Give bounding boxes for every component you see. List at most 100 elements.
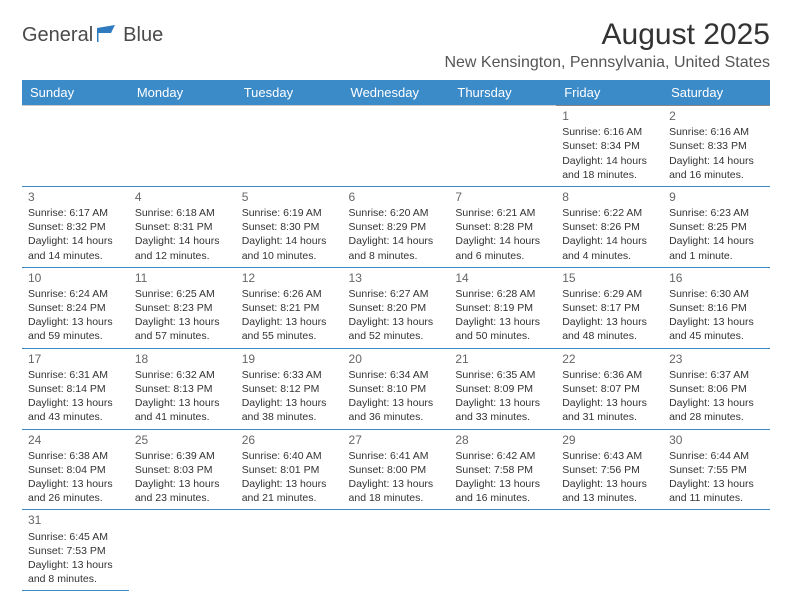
sunrise-text: Sunrise: 6:35 AM [455, 368, 550, 382]
day-cell: 26Sunrise: 6:40 AMSunset: 8:01 PMDayligh… [236, 429, 343, 510]
daylight-text: Daylight: 13 hours [562, 477, 657, 491]
day-cell: 12Sunrise: 6:26 AMSunset: 8:21 PMDayligh… [236, 267, 343, 348]
day-number: 4 [135, 189, 230, 205]
daylight-text: Daylight: 13 hours [242, 396, 337, 410]
day-cell [343, 106, 450, 187]
daylight-text: and 8 minutes. [349, 249, 444, 263]
sunset-text: Sunset: 8:17 PM [562, 301, 657, 315]
calendar-body: 1Sunrise: 6:16 AMSunset: 8:34 PMDaylight… [22, 106, 770, 591]
day-cell [236, 510, 343, 591]
day-cell: 3Sunrise: 6:17 AMSunset: 8:32 PMDaylight… [22, 186, 129, 267]
daylight-text: and 1 minute. [669, 249, 764, 263]
sunset-text: Sunset: 7:53 PM [28, 544, 123, 558]
day-cell [129, 510, 236, 591]
day-cell [663, 510, 770, 591]
week-row: 17Sunrise: 6:31 AMSunset: 8:14 PMDayligh… [22, 348, 770, 429]
sunrise-text: Sunrise: 6:38 AM [28, 449, 123, 463]
sunrise-text: Sunrise: 6:33 AM [242, 368, 337, 382]
sunrise-text: Sunrise: 6:32 AM [135, 368, 230, 382]
day-cell: 10Sunrise: 6:24 AMSunset: 8:24 PMDayligh… [22, 267, 129, 348]
daylight-text: and 38 minutes. [242, 410, 337, 424]
sunset-text: Sunset: 8:31 PM [135, 220, 230, 234]
sunset-text: Sunset: 8:14 PM [28, 382, 123, 396]
sunrise-text: Sunrise: 6:30 AM [669, 287, 764, 301]
day-cell [129, 106, 236, 187]
daylight-text: and 16 minutes. [455, 491, 550, 505]
day-number: 22 [562, 351, 657, 367]
daylight-text: Daylight: 13 hours [349, 477, 444, 491]
day-number: 24 [28, 432, 123, 448]
col-saturday: Saturday [663, 80, 770, 106]
week-row: 3Sunrise: 6:17 AMSunset: 8:32 PMDaylight… [22, 186, 770, 267]
day-cell: 2Sunrise: 6:16 AMSunset: 8:33 PMDaylight… [663, 106, 770, 187]
daylight-text: Daylight: 13 hours [28, 558, 123, 572]
sunrise-text: Sunrise: 6:26 AM [242, 287, 337, 301]
day-number: 12 [242, 270, 337, 286]
day-number: 20 [349, 351, 444, 367]
daylight-text: and 33 minutes. [455, 410, 550, 424]
week-row: 24Sunrise: 6:38 AMSunset: 8:04 PM Dayligh… [22, 429, 770, 510]
day-cell: 28Sunrise: 6:42 AMSunset: 7:58 PMDayligh… [449, 429, 556, 510]
daylight-text: Daylight: 13 hours [562, 315, 657, 329]
sunrise-text: Sunrise: 6:34 AM [349, 368, 444, 382]
day-cell: 22Sunrise: 6:36 AMSunset: 8:07 PMDayligh… [556, 348, 663, 429]
day-number: 2 [669, 108, 764, 124]
day-cell: 23Sunrise: 6:37 AMSunset: 8:06 PMDayligh… [663, 348, 770, 429]
daylight-text: and 50 minutes. [455, 329, 550, 343]
day-number: 29 [562, 432, 657, 448]
sunset-text: Sunset: 8:33 PM [669, 139, 764, 153]
day-cell: 14Sunrise: 6:28 AMSunset: 8:19 PMDayligh… [449, 267, 556, 348]
day-number: 7 [455, 189, 550, 205]
day-cell: 24Sunrise: 6:38 AMSunset: 8:04 PMDayligh… [22, 429, 129, 510]
flag-icon [97, 24, 121, 47]
day-cell: 18Sunrise: 6:32 AMSunset: 8:13 PMDayligh… [129, 348, 236, 429]
sunset-text: Sunset: 8:25 PM [669, 220, 764, 234]
daylight-text: and 41 minutes. [135, 410, 230, 424]
sunset-text: Sunset: 8:04 PM [28, 463, 123, 477]
day-cell: 29Sunrise: 6:43 AMSunset: 7:56 PMDayligh… [556, 429, 663, 510]
daylight-text: Daylight: 13 hours [455, 315, 550, 329]
daylight-text: and 28 minutes. [669, 410, 764, 424]
day-cell: 15Sunrise: 6:29 AMSunset: 8:17 PMDayligh… [556, 267, 663, 348]
day-cell [343, 510, 450, 591]
day-number: 27 [349, 432, 444, 448]
sunrise-text: Sunrise: 6:25 AM [135, 287, 230, 301]
daylight-text: and 14 minutes. [28, 249, 123, 263]
sunset-text: Sunset: 8:00 PM [349, 463, 444, 477]
day-number: 8 [562, 189, 657, 205]
daylight-text: Daylight: 13 hours [455, 396, 550, 410]
daylight-text: and 26 minutes. [28, 491, 123, 505]
day-number: 19 [242, 351, 337, 367]
sunrise-text: Sunrise: 6:21 AM [455, 206, 550, 220]
daylight-text: and 23 minutes. [135, 491, 230, 505]
day-cell [449, 106, 556, 187]
daylight-text: Daylight: 14 hours [455, 234, 550, 248]
day-cell: 4Sunrise: 6:18 AMSunset: 8:31 PMDaylight… [129, 186, 236, 267]
daylight-text: Daylight: 14 hours [135, 234, 230, 248]
daylight-text: Daylight: 14 hours [669, 154, 764, 168]
daylight-text: Daylight: 13 hours [349, 396, 444, 410]
col-thursday: Thursday [449, 80, 556, 106]
daylight-text: Daylight: 13 hours [562, 396, 657, 410]
day-cell: 27Sunrise: 6:41 AMSunset: 8:00 PMDayligh… [343, 429, 450, 510]
day-cell: 7Sunrise: 6:21 AMSunset: 8:28 PMDaylight… [449, 186, 556, 267]
daylight-text: and 48 minutes. [562, 329, 657, 343]
sunrise-text: Sunrise: 6:20 AM [349, 206, 444, 220]
daylight-text: Daylight: 13 hours [135, 396, 230, 410]
daylight-text: Daylight: 14 hours [562, 154, 657, 168]
col-friday: Friday [556, 80, 663, 106]
sunrise-text: Sunrise: 6:28 AM [455, 287, 550, 301]
day-cell: 13Sunrise: 6:27 AMSunset: 8:20 PMDayligh… [343, 267, 450, 348]
sunset-text: Sunset: 7:56 PM [562, 463, 657, 477]
logo-word1: General [22, 24, 93, 47]
sunset-text: Sunset: 7:55 PM [669, 463, 764, 477]
calendar-table: Sunday Monday Tuesday Wednesday Thursday… [22, 80, 770, 591]
day-cell: 25Sunrise: 6:39 AMSunset: 8:03 PMDayligh… [129, 429, 236, 510]
col-wednesday: Wednesday [343, 80, 450, 106]
sunrise-text: Sunrise: 6:27 AM [349, 287, 444, 301]
daylight-text: and 43 minutes. [28, 410, 123, 424]
daylight-text: Daylight: 13 hours [242, 315, 337, 329]
day-number: 16 [669, 270, 764, 286]
day-cell [236, 106, 343, 187]
daylight-text: Daylight: 14 hours [349, 234, 444, 248]
